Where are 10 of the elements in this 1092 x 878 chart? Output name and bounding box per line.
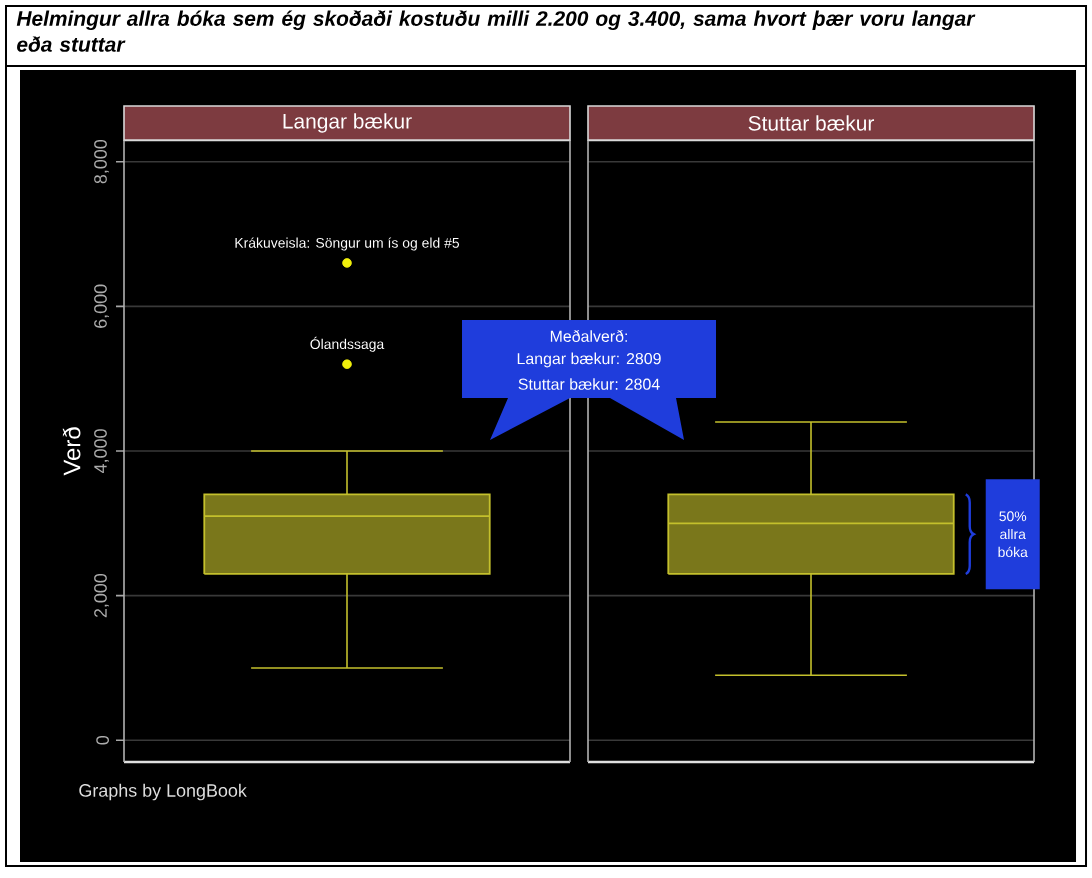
text: Graphs by LongBook bbox=[79, 783, 247, 801]
y-tick-label: 0 bbox=[96, 736, 109, 745]
y-tick-label: 8,000 bbox=[94, 139, 109, 184]
y-tick-label: 4,000 bbox=[94, 429, 109, 474]
y-tick-label: 2,000 bbox=[94, 573, 109, 618]
y-axis-title: Verð bbox=[62, 427, 81, 476]
y-tick-label: 6,000 bbox=[94, 284, 109, 328]
x-tick-label: Langar bækur bbox=[283, 113, 412, 133]
x-tick-label: Stuttar bækur bbox=[748, 115, 875, 131]
chart-title: Helmingur allra bóka sem ég skoðaði kostuðu milli 2.200 og 3.400, sama hvort þær voru langar eða stuttar bbox=[16, 10, 976, 52]
